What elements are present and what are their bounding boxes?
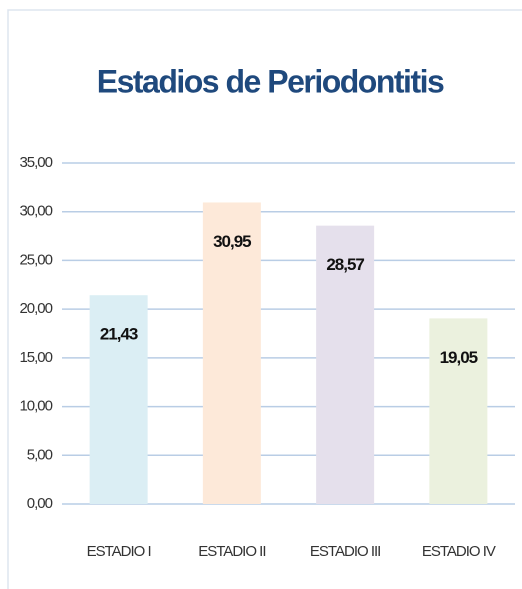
y-tick-label: 20,00 — [19, 300, 52, 317]
chart-title: Estadios de Periodontitis — [97, 63, 444, 99]
y-tick-label: 30,00 — [19, 203, 52, 220]
bar — [316, 225, 375, 504]
chart-frame — [7, 9, 522, 589]
bar — [429, 318, 488, 504]
data-label: 30,95 — [213, 232, 251, 251]
y-tick-label: 25,00 — [19, 251, 52, 268]
y-tick-label: 10,00 — [19, 398, 52, 415]
data-label: 19,05 — [440, 348, 478, 367]
data-label: 21,43 — [100, 325, 138, 344]
y-tick-label: 0,00 — [27, 495, 53, 512]
x-tick-label: ESTADIO I — [87, 543, 151, 560]
y-tick-label: 35,00 — [19, 154, 52, 171]
x-tick-label: ESTADIO III — [310, 543, 380, 560]
y-tick-label: 5,00 — [27, 446, 53, 463]
y-tick-label: 15,00 — [19, 349, 52, 366]
bar — [89, 295, 148, 504]
bar — [202, 202, 261, 505]
data-label: 28,57 — [326, 255, 364, 274]
x-tick-label: ESTADIO IV — [422, 543, 496, 560]
x-tick-label: ESTADIO II — [198, 543, 265, 560]
